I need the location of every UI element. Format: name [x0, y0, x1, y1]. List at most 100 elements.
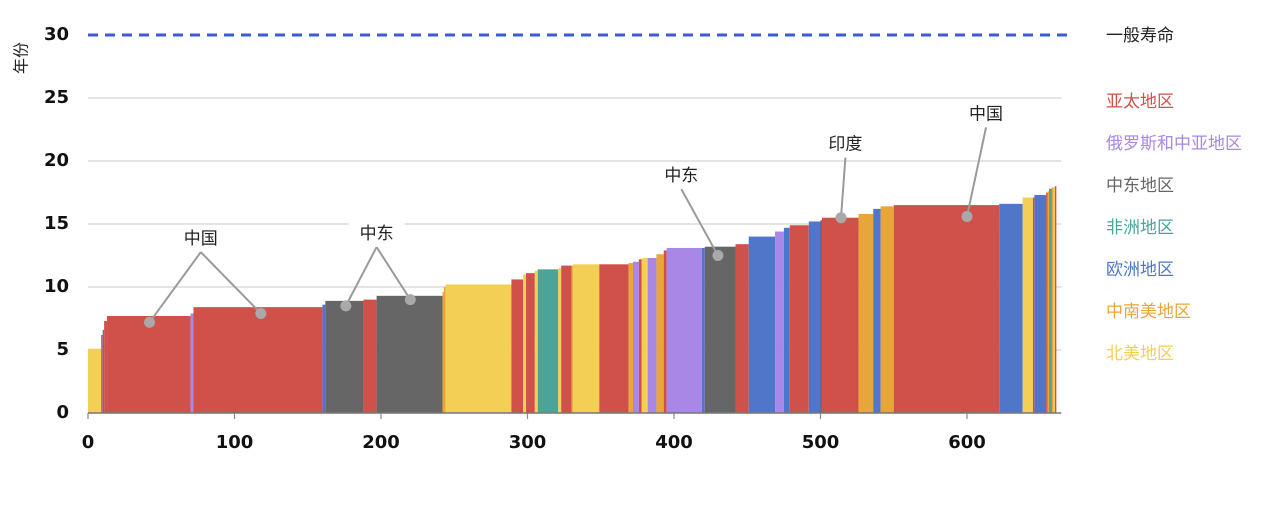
annotation-label-bg	[817, 130, 874, 157]
bar	[558, 268, 562, 413]
bars	[88, 186, 1057, 413]
bar	[701, 247, 705, 413]
bar	[376, 295, 443, 413]
bar	[789, 225, 809, 413]
y-tick-label: 25	[44, 87, 69, 108]
annotation-leader	[148, 251, 202, 323]
bar	[511, 279, 524, 413]
bar	[999, 203, 1023, 413]
annotation-label-bg	[958, 100, 1015, 127]
annotation-marker	[255, 307, 267, 319]
bar	[783, 227, 790, 413]
bar	[101, 334, 103, 413]
bar	[1034, 195, 1047, 413]
bar	[572, 264, 600, 413]
bar	[102, 329, 105, 413]
x-tick-labels: 0 100 200 300 400 500 600	[82, 413, 986, 453]
annotation-label: 中国	[184, 229, 218, 249]
y-axis-label: 年份	[12, 42, 31, 74]
annotation-leader	[200, 251, 262, 315]
annotation-marker	[340, 300, 352, 312]
legend-entry: 中南美地区	[1106, 302, 1191, 322]
bar	[858, 213, 874, 413]
annotation-leader	[680, 188, 719, 256]
legend-entry: 俄罗斯和中亚地区	[1106, 134, 1242, 154]
bar	[641, 258, 648, 413]
bar	[537, 269, 559, 413]
annotation-label-bg	[348, 220, 405, 247]
bar	[1049, 188, 1052, 413]
annotation-leader	[344, 246, 378, 307]
bar	[445, 284, 512, 413]
legend-entry: 中东地区	[1106, 176, 1174, 196]
bar	[442, 292, 444, 413]
bar	[104, 321, 108, 413]
y-tick-label: 5	[56, 339, 69, 360]
bar	[808, 221, 821, 413]
annotation-label: 印度	[828, 135, 862, 155]
bar	[193, 307, 323, 413]
annotation-marker	[144, 316, 156, 328]
bar	[775, 231, 784, 413]
annotation-label: 中国	[969, 104, 1003, 124]
x-tick-label: 500	[802, 432, 840, 453]
bar	[666, 247, 702, 413]
legend-entry: 欧洲地区	[1106, 260, 1174, 280]
y-tick-label: 10	[44, 276, 69, 297]
x-tick-label: 200	[362, 432, 400, 453]
annotation-label-bg	[653, 162, 710, 189]
bar	[325, 300, 364, 413]
x-tick-label: 0	[82, 432, 95, 453]
bar	[1047, 191, 1050, 413]
bar	[1051, 187, 1054, 413]
legend-entry: 非洲地区	[1106, 218, 1174, 238]
annotation-leader	[375, 246, 412, 301]
annotation-label-bg	[172, 225, 229, 252]
bar	[632, 261, 639, 413]
annotation-label: 中东	[664, 166, 698, 186]
bar	[735, 244, 749, 413]
annotation-marker	[835, 212, 847, 224]
x-tick-label: 300	[509, 432, 547, 453]
bar	[443, 287, 446, 413]
y-tick-label: 20	[44, 150, 69, 171]
annotation-leader	[966, 127, 988, 217]
bar	[190, 313, 194, 413]
bar	[534, 270, 538, 413]
bar	[571, 265, 573, 413]
annotation-marker	[961, 210, 973, 222]
bar	[1046, 192, 1048, 413]
legend-entry: 北美地区	[1106, 344, 1174, 364]
bar	[363, 299, 377, 413]
bar	[523, 274, 527, 413]
x-tick-label: 100	[216, 432, 254, 453]
y-tick-label: 30	[44, 24, 69, 45]
y-tick-labels: 0 5 10 15 20 25 30	[44, 24, 69, 423]
bar	[880, 206, 894, 413]
bar	[647, 258, 657, 413]
bar	[1053, 187, 1055, 413]
bar	[1032, 197, 1035, 413]
annotation-leader	[840, 157, 847, 218]
bar	[821, 217, 859, 413]
bar	[820, 220, 822, 413]
bar	[873, 208, 881, 413]
bar	[638, 259, 642, 413]
bar	[561, 265, 572, 413]
annotation-label: 中东	[360, 224, 394, 244]
bar	[656, 254, 664, 413]
bar	[88, 348, 102, 413]
y-tick-label: 15	[44, 213, 69, 234]
bar	[1022, 197, 1033, 413]
bar	[322, 304, 326, 413]
legend-entry: 一般寿命	[1106, 26, 1174, 46]
bar	[526, 273, 535, 413]
x-tick-label: 600	[948, 432, 986, 453]
x-tick-label: 400	[655, 432, 693, 453]
annotation-marker	[712, 250, 724, 261]
bar	[663, 250, 667, 413]
bar	[628, 263, 633, 413]
